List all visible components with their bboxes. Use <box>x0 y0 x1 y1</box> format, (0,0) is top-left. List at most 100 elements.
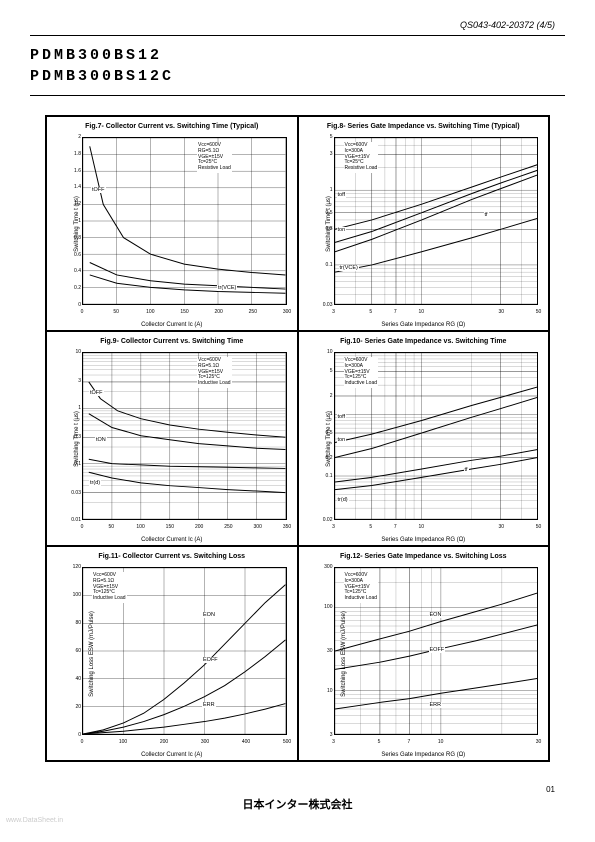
x-axis-label: Collector Current Ic (A) <box>141 752 202 758</box>
x-tick: 100 <box>119 739 127 745</box>
y-tick: 30 <box>323 648 333 654</box>
y-tick: 5 <box>323 368 333 374</box>
x-tick: 7 <box>408 739 411 745</box>
y-tick: 1 <box>323 187 333 193</box>
x-axis-label: Series Gate Impedance RG (Ω) <box>381 322 465 328</box>
y-tick: 1 <box>71 218 81 224</box>
curve-label: tr(VCE) <box>339 265 359 271</box>
x-tick: 200 <box>214 309 222 315</box>
x-tick: 7 <box>394 309 397 315</box>
y-tick: 0.1 <box>71 461 81 467</box>
x-tick: 100 <box>146 309 154 315</box>
part-1: PDMB300BS12 <box>30 45 174 66</box>
y-tick: 40 <box>71 676 81 682</box>
conditions-box: Vcc=600VRG=5.1ΩVGE=±15VTc=125°CInductive… <box>197 357 232 388</box>
x-axis-label: Series Gate Impedance RG (Ω) <box>381 752 465 758</box>
y-tick: 60 <box>71 648 81 654</box>
y-tick: 3 <box>323 151 333 157</box>
x-tick: 50 <box>536 309 542 315</box>
plot-area <box>82 137 287 305</box>
x-tick: 0 <box>81 524 84 530</box>
y-tick: 0.5 <box>323 430 333 436</box>
chart-fig12: Fig.12- Series Gate Impedance vs. Switch… <box>298 546 550 761</box>
x-tick: 10 <box>438 739 444 745</box>
x-tick: 30 <box>498 524 504 530</box>
x-tick: 300 <box>254 524 262 530</box>
chart-title: Fig.9- Collector Current vs. Switching T… <box>51 338 293 345</box>
chart-title: Fig.12- Series Gate Impedance vs. Switch… <box>303 553 545 560</box>
y-tick: 0.4 <box>71 268 81 274</box>
y-tick: 0.3 <box>323 226 333 232</box>
x-tick: 10 <box>418 309 424 315</box>
y-tick: 0.02 <box>323 517 333 523</box>
chart-title: Fig.8- Series Gate Impedance vs. Switchi… <box>303 123 545 130</box>
x-tick: 500 <box>283 739 291 745</box>
curve-label: tf <box>464 467 469 473</box>
curve-label: ton <box>337 437 347 443</box>
x-tick: 50 <box>536 524 542 530</box>
chart-fig9: Fig.9- Collector Current vs. Switching T… <box>46 331 298 546</box>
y-tick: 1.2 <box>71 201 81 207</box>
y-tick: 0.2 <box>323 455 333 461</box>
y-tick: 100 <box>323 604 333 610</box>
footer-company: 日本インター株式会社 <box>243 796 353 812</box>
charts-frame: Fig.7- Collector Current vs. Switching T… <box>45 115 550 762</box>
x-tick: 200 <box>160 739 168 745</box>
x-tick: 30 <box>536 739 542 745</box>
y-tick: 3 <box>323 732 333 738</box>
curve-label: tOFF <box>89 390 104 396</box>
curve-label: tf <box>484 212 489 218</box>
y-axis-label: Switching Loss ESW (mJ/Pulse) <box>89 611 95 697</box>
y-tick: 0.8 <box>71 235 81 241</box>
curve-label: tON <box>95 437 107 443</box>
y-tick: 0.5 <box>323 210 333 216</box>
y-axis-label: Switching Loss ESW (mJ/Pulse) <box>340 611 346 697</box>
x-axis-label: Collector Current Ic (A) <box>141 537 202 543</box>
curve-label: ton <box>337 227 347 233</box>
x-tick: 0 <box>81 739 84 745</box>
curve-label: tr(d) <box>89 480 101 486</box>
x-tick: 250 <box>224 524 232 530</box>
y-tick: 0.6 <box>71 252 81 258</box>
y-tick: 1 <box>71 405 81 411</box>
chart-fig11: Fig.11- Collector Current vs. Switching … <box>46 546 298 761</box>
curve-label: toff <box>337 414 347 420</box>
x-tick: 50 <box>113 309 119 315</box>
y-tick: 10 <box>323 349 333 355</box>
conditions-box: Vcc=600VIc=300AVGE=±15VTc=125°CInductive… <box>344 572 379 603</box>
y-tick: 2 <box>323 393 333 399</box>
x-tick: 100 <box>136 524 144 530</box>
y-tick: 0.03 <box>323 302 333 308</box>
curve-label: ERR <box>202 702 216 708</box>
curve-label: ERR <box>429 702 443 708</box>
x-tick: 7 <box>394 524 397 530</box>
y-tick: 10 <box>71 349 81 355</box>
y-axis-label: Switching Time t (μs) <box>325 196 331 252</box>
y-tick: 1.4 <box>71 184 81 190</box>
curve-label: tr(VCE) <box>217 285 237 291</box>
curve-label: EON <box>429 612 443 618</box>
x-axis-label: Series Gate Impedance RG (Ω) <box>381 537 465 543</box>
x-axis-label: Collector Current Ic (A) <box>141 322 202 328</box>
chart-fig7: Fig.7- Collector Current vs. Switching T… <box>46 116 298 331</box>
y-tick: 120 <box>71 564 81 570</box>
x-tick: 150 <box>180 309 188 315</box>
y-tick: 0.03 <box>71 490 81 496</box>
curve-label: toff <box>337 192 347 198</box>
x-tick: 5 <box>369 524 372 530</box>
curve-label: EOFF <box>429 647 446 653</box>
x-tick: 50 <box>109 524 115 530</box>
page-number: 01 <box>546 785 555 794</box>
x-tick: 350 <box>283 524 291 530</box>
x-tick: 3 <box>332 309 335 315</box>
chart-title: Fig.7- Collector Current vs. Switching T… <box>51 123 293 130</box>
y-tick: 0 <box>71 302 81 308</box>
chart-row-3: Fig.11- Collector Current vs. Switching … <box>46 546 549 761</box>
y-tick: 1.6 <box>71 168 81 174</box>
chart-title: Fig.11- Collector Current vs. Switching … <box>51 553 293 560</box>
y-tick: 300 <box>323 564 333 570</box>
conditions-box: Vcc=600VIc=300AVGE=±15VTc=25°CResistive … <box>344 142 379 173</box>
x-tick: 0 <box>81 309 84 315</box>
y-tick: 10 <box>323 688 333 694</box>
chart-fig10: Fig.10- Series Gate Impedance vs. Switch… <box>298 331 550 546</box>
